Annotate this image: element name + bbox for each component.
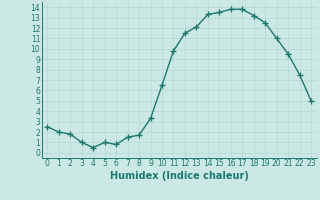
- X-axis label: Humidex (Indice chaleur): Humidex (Indice chaleur): [110, 171, 249, 181]
